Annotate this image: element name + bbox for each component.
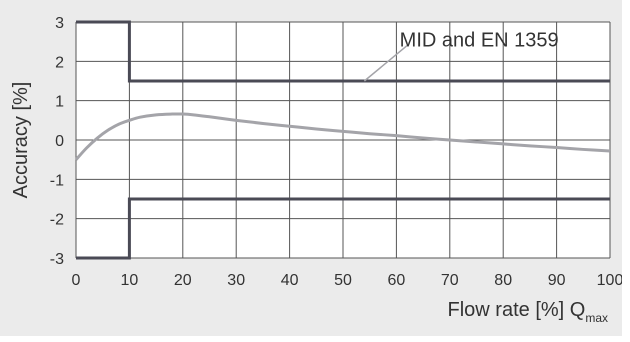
y-tick-label: 1: [55, 94, 64, 111]
x-axis-title-subscript: max: [585, 311, 608, 325]
x-tick-label: 0: [72, 272, 81, 289]
x-tick-label: 90: [548, 272, 566, 289]
x-tick-label: 70: [441, 272, 459, 289]
chart-container: MID and EN 1359 0 10 20 30 40 50 60 70 80 90 100 3…: [0, 0, 622, 336]
accuracy-curve: [74, 112, 611, 161]
y-tick-labels: 3 2 1 0 -1 -2 -3: [50, 15, 64, 268]
y-tick-label: 2: [55, 54, 64, 71]
x-tick-label: 20: [174, 272, 192, 289]
y-tick-label: 3: [55, 15, 64, 32]
x-tick-label: 30: [227, 272, 245, 289]
x-tick-label: 100: [597, 272, 622, 289]
annotation-label: MID and EN 1359: [400, 29, 559, 51]
y-tick-label: -1: [50, 172, 64, 189]
x-tick-labels: 0 10 20 30 40 50 60 70 80 90 100: [72, 272, 622, 289]
x-axis-title: Flow rate [%] Qmax: [448, 299, 608, 325]
limit-upper-line: [76, 20, 610, 83]
y-axis-title: Accuracy [%]: [10, 82, 32, 199]
grid-lines: [75, 21, 611, 259]
accuracy-chart: MID and EN 1359 0 10 20 30 40 50 60 70 80 90 100 3…: [10, 15, 622, 325]
limit-lower-line: [76, 197, 610, 260]
y-tick-label: 0: [55, 133, 64, 150]
y-tick-label: -3: [50, 251, 64, 268]
limit-lines: [76, 20, 610, 260]
x-tick-label: 40: [281, 272, 299, 289]
y-tick-label: -2: [50, 212, 64, 229]
x-tick-label: 50: [334, 272, 352, 289]
x-tick-label: 10: [121, 272, 139, 289]
x-tick-label: 80: [494, 272, 512, 289]
x-axis-title-main: Flow rate [%] Q: [448, 299, 586, 321]
x-tick-label: 60: [388, 272, 406, 289]
annotation-leader-line: [363, 45, 408, 82]
